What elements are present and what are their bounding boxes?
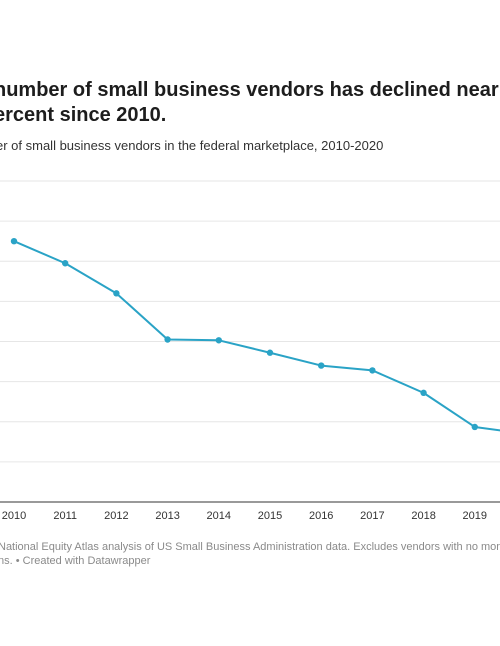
x-tick-label: 2011 (53, 510, 77, 522)
notes-line-1: National Equity Atlas analysis of US Sma… (0, 541, 500, 553)
data-point (318, 362, 325, 369)
data-point (266, 349, 274, 356)
chart-title: number of small business vendors has dec… (0, 78, 500, 128)
x-tick-label: 2019 (463, 510, 487, 522)
series-line (13, 240, 500, 432)
chart-title-line-2: ercent since 2010. (0, 104, 167, 126)
x-tick-label: 2017 (360, 510, 384, 522)
data-point (215, 337, 222, 344)
data-point (369, 367, 376, 374)
x-tick-label: 2014 (207, 510, 231, 522)
data-point (61, 260, 69, 267)
data-point (471, 423, 478, 431)
data-point (420, 389, 427, 397)
chart-subtitle: er of small business vendors in the fede… (0, 138, 384, 153)
chart-title-line-1: number of small business vendors has dec… (0, 79, 499, 101)
x-tick-label: 2016 (309, 510, 333, 522)
data-series (10, 237, 500, 432)
x-tick-label: 2015 (258, 510, 282, 522)
data-point (113, 290, 120, 297)
x-tick-label: 2012 (104, 510, 128, 522)
grid-lines (0, 180, 500, 503)
x-tick-label: 2018 (411, 510, 435, 522)
data-point (164, 336, 171, 343)
x-axis-ticks: 2010 2011 2012 2013 2014 2015 2016 2017 2018 2019 (2, 510, 487, 522)
notes-line-2: ns. • Created with Datawrapper (0, 555, 151, 567)
chart-notes: National Equity Atlas analysis of US Sma… (0, 540, 500, 568)
x-tick-label: 2010 (2, 510, 26, 522)
data-point (10, 237, 18, 245)
x-tick-label: 2013 (155, 510, 179, 522)
